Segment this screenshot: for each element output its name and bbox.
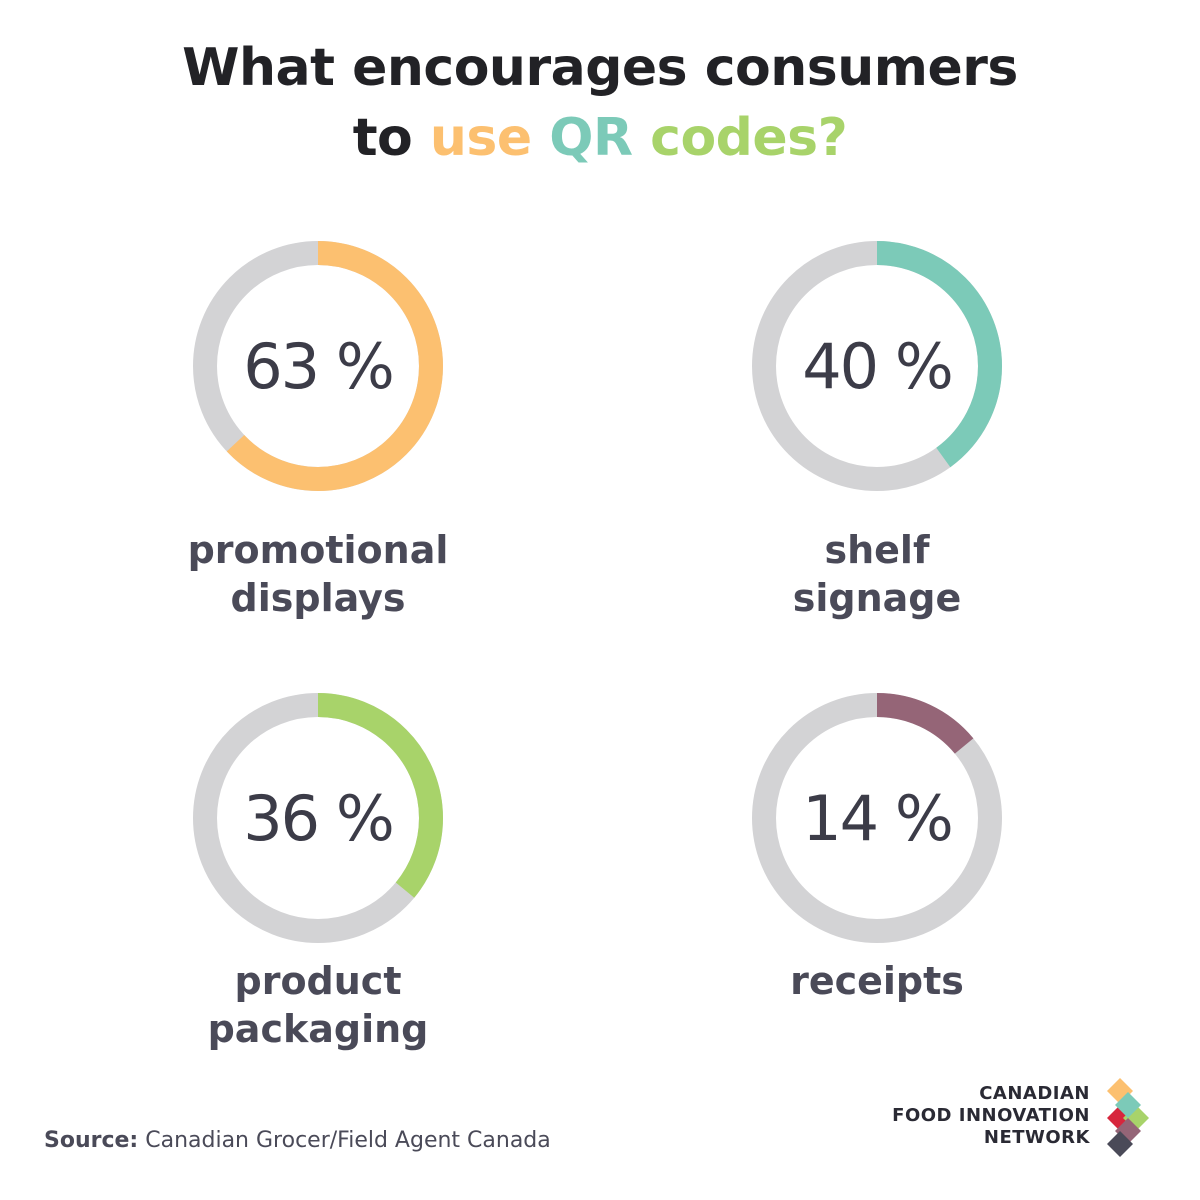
category-label-line: receipts [790, 959, 964, 1003]
category-label-line: product [234, 959, 402, 1003]
title-word-codes: codes? [650, 108, 848, 168]
category-label-line: packaging [207, 1007, 429, 1051]
category-label-line: shelf [824, 528, 930, 572]
logo-line: CANADIAN [979, 1083, 1090, 1104]
logo-line: FOOD INNOVATION [892, 1105, 1090, 1126]
category-label-shelf-signage: shelf signage [697, 526, 1057, 622]
logo-wordmark: CANADIAN FOOD INNOVATION NETWORK [892, 1083, 1090, 1149]
source-label: Source: [44, 1128, 139, 1153]
category-label-line: displays [230, 576, 406, 620]
category-label-line: promotional [187, 528, 449, 572]
category-label-receipts: receipts [697, 957, 1057, 1005]
source-note: Source: Canadian Grocer/Field Agent Cana… [44, 1128, 551, 1153]
logo-diamonds-icon [1107, 1078, 1149, 1157]
donut-value-arc [193, 241, 443, 491]
donut-value-arc [193, 693, 443, 943]
source-text: Canadian Grocer/Field Agent Canada [145, 1128, 551, 1153]
donut-chart-receipts: 14 % [752, 693, 1002, 943]
category-label-line: signage [792, 576, 962, 620]
donut-chart-product-packaging: 36 % [193, 693, 443, 943]
title-word-use: use [429, 108, 532, 168]
donut-value-arc [752, 241, 1002, 491]
donut-percentage-label: 14 % [802, 782, 952, 855]
title-word-to: to [352, 108, 413, 168]
donut-percentage-label: 36 % [243, 782, 393, 855]
donut-chart-promotional-displays: 63 % [193, 241, 443, 491]
chart-title-line-2: to use QR codes? [0, 108, 1200, 168]
donut-percentage-label: 63 % [243, 330, 393, 403]
donut-value-arc [752, 693, 1002, 943]
logo-diamond-shape [1115, 1092, 1141, 1118]
donut-chart-shelf-signage: 40 % [752, 241, 1002, 491]
category-label-promotional-displays: promotional displays [138, 526, 498, 622]
logo-line: NETWORK [983, 1127, 1090, 1148]
title-word-qr: QR [549, 108, 633, 168]
donut-percentage-label: 40 % [802, 330, 952, 403]
chart-title-line-1: What encourages consumers [182, 38, 1018, 98]
logo-diamond-shape [1107, 1131, 1133, 1157]
category-label-product-packaging: product packaging [138, 957, 498, 1053]
